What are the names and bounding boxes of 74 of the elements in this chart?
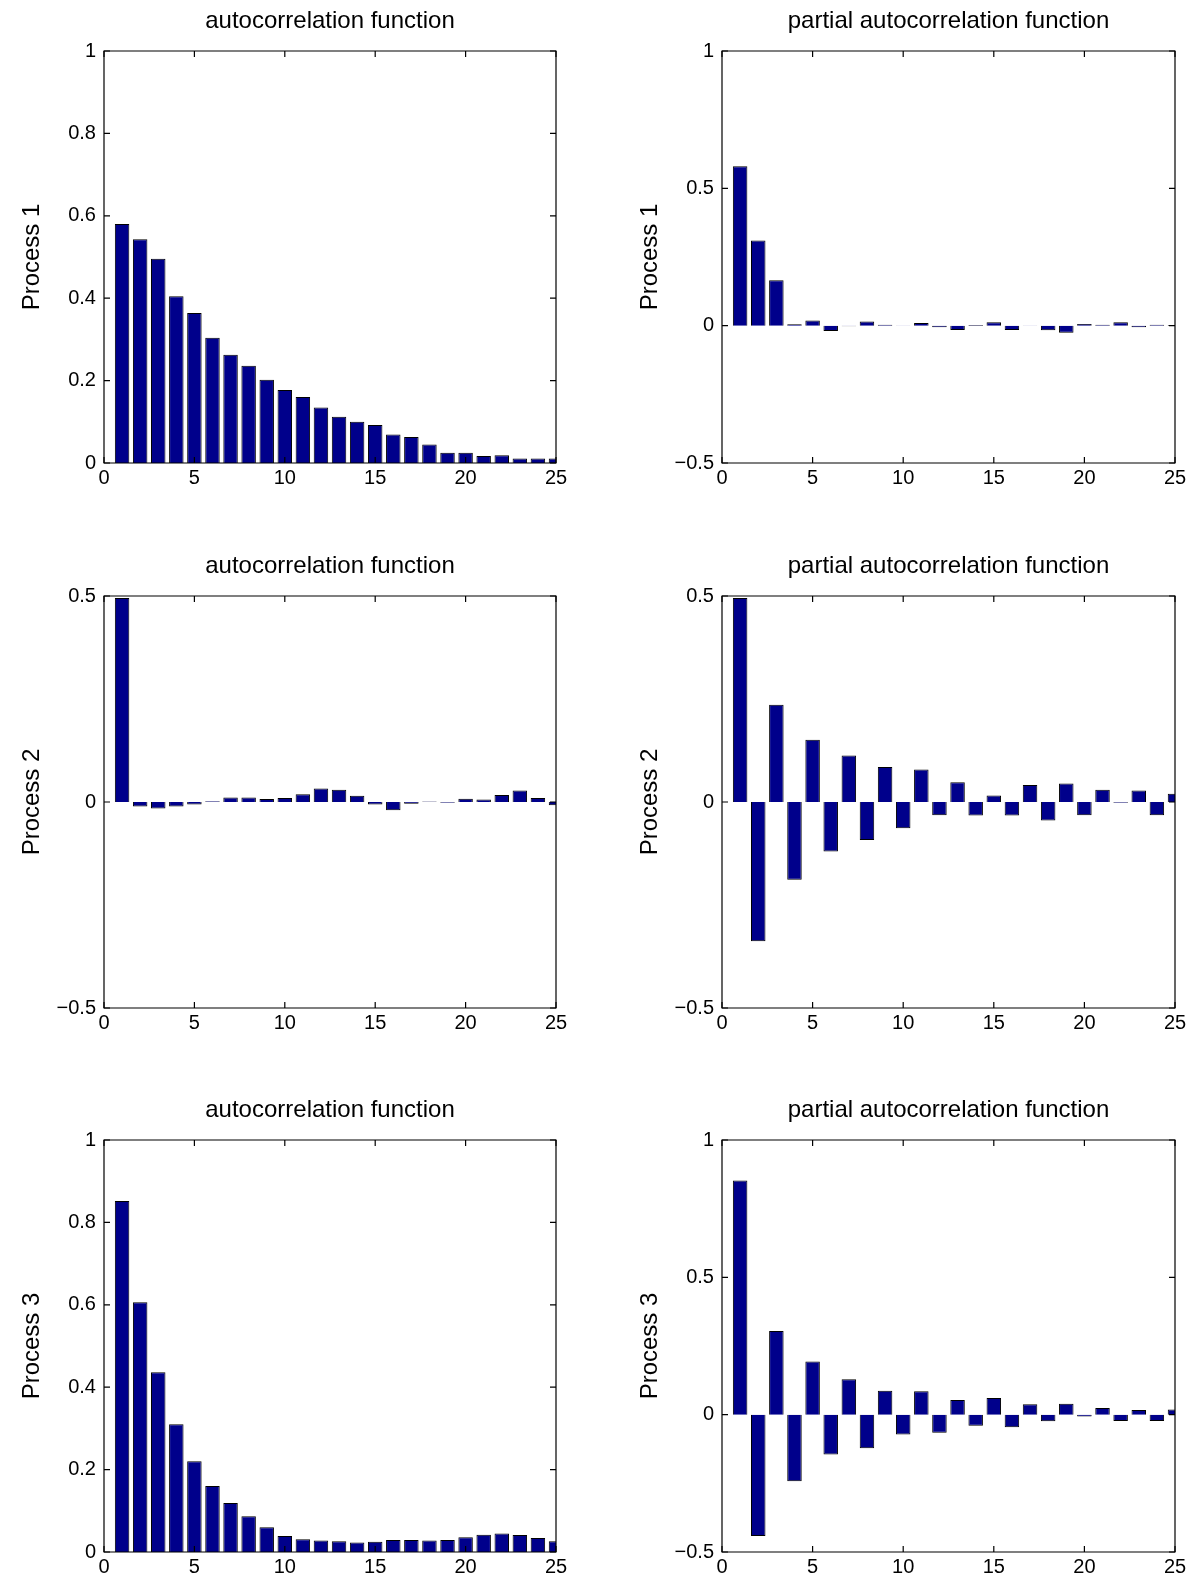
chart-title: autocorrelation function (205, 1094, 455, 1122)
x-tick-label: 15 (364, 1554, 387, 1577)
x-tick-label: 25 (544, 1554, 568, 1577)
y-tick-label: −0.5 (56, 995, 96, 1018)
x-tick-label: 0 (716, 465, 728, 488)
x-tick-label: 5 (188, 465, 200, 488)
x-tick-label: 10 (892, 1554, 915, 1577)
x-tick-label: 15 (982, 1010, 1005, 1033)
x-tick-label: 5 (807, 1554, 819, 1577)
x-tick-label: 15 (982, 1554, 1005, 1577)
y-tick-label: 0 (702, 1402, 714, 1425)
y-axis-title: Process 3 (16, 1292, 44, 1400)
chart-title: autocorrelation function (205, 550, 455, 578)
y-tick-label: 0.5 (686, 1264, 714, 1287)
x-tick-label: 20 (454, 465, 477, 488)
chart-title: partial autocorrelation function (787, 550, 1110, 578)
x-tick-label: 15 (364, 465, 387, 488)
y-tick-label: 1 (84, 1127, 96, 1150)
x-tick-label: 20 (454, 1554, 477, 1577)
y-axis-title: Process 3 (634, 1292, 662, 1400)
y-tick-label: 0.6 (68, 203, 96, 226)
y-tick-label: 0 (84, 789, 96, 812)
y-axis-title: Process 2 (634, 748, 662, 855)
x-tick-label: 10 (892, 465, 915, 488)
y-tick-label: −0.5 (674, 1539, 714, 1562)
y-tick-label: −0.5 (674, 450, 714, 473)
y-tick-label: 0 (84, 450, 96, 473)
y-tick-label: 0 (702, 789, 714, 812)
y-axis-title: Process 1 (634, 203, 662, 311)
y-tick-label: 0.5 (686, 583, 714, 606)
x-tick-label: 0 (716, 1554, 728, 1577)
y-tick-label: −0.5 (674, 995, 714, 1018)
y-tick-label: 0.2 (68, 1457, 96, 1480)
y-axis-title: Process 2 (16, 748, 44, 855)
x-tick-label: 0 (98, 465, 110, 488)
x-tick-label: 15 (982, 465, 1005, 488)
x-tick-label: 20 (1073, 1554, 1096, 1577)
y-tick-label: 0.5 (686, 175, 714, 198)
y-tick-label: 0.4 (68, 1374, 96, 1397)
x-tick-label: 5 (807, 1010, 819, 1033)
y-tick-label: 1 (84, 38, 96, 61)
x-tick-label: 20 (1073, 1010, 1096, 1033)
x-tick-label: 10 (273, 1554, 296, 1577)
y-tick-label: 0.6 (68, 1292, 96, 1315)
x-tick-label: 15 (364, 1010, 387, 1033)
y-tick-label: 0 (84, 1539, 96, 1562)
x-tick-label: 10 (273, 465, 296, 488)
x-tick-label: 25 (1163, 1554, 1187, 1577)
chart-title: partial autocorrelation function (787, 5, 1110, 33)
x-tick-label: 25 (544, 1010, 568, 1033)
y-tick-label: 1 (702, 1127, 714, 1150)
y-tick-label: 0 (702, 313, 714, 336)
x-tick-label: 20 (454, 1010, 477, 1033)
x-tick-label: 20 (1073, 465, 1096, 488)
y-tick-label: 0.2 (68, 368, 96, 391)
x-tick-label: 10 (273, 1010, 296, 1033)
y-tick-label: 0.5 (68, 583, 96, 606)
x-tick-label: 25 (1163, 465, 1187, 488)
x-tick-label: 0 (716, 1010, 728, 1033)
chart-title: partial autocorrelation function (787, 1094, 1110, 1122)
y-tick-label: 1 (702, 38, 714, 61)
y-axis-title: Process 1 (16, 203, 44, 311)
y-tick-label: 0.8 (68, 1209, 96, 1232)
x-tick-label: 0 (98, 1554, 110, 1577)
chart-title: autocorrelation function (205, 5, 455, 33)
x-tick-label: 0 (98, 1010, 110, 1033)
x-tick-label: 25 (1163, 1010, 1187, 1033)
x-tick-label: 10 (892, 1010, 915, 1033)
x-tick-label: 25 (544, 465, 568, 488)
x-tick-label: 5 (807, 465, 819, 488)
x-tick-label: 5 (188, 1010, 200, 1033)
y-tick-label: 0.8 (68, 120, 96, 143)
x-tick-label: 5 (188, 1554, 200, 1577)
y-tick-label: 0.4 (68, 285, 96, 308)
